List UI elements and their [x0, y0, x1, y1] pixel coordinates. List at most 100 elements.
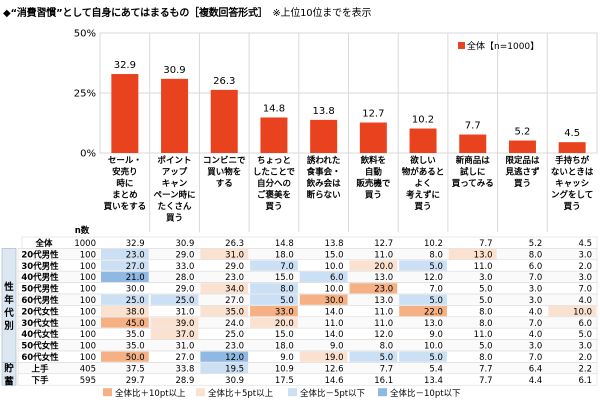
row-n: 1000: [74, 239, 96, 249]
cell-value: 13.0: [374, 296, 393, 306]
cell-value: 12.0: [424, 273, 443, 283]
cell-value: 15.0: [275, 330, 294, 340]
table-row: [21, 236, 598, 249]
cell-value: 33.0: [175, 262, 194, 272]
cell-value: 32.9: [126, 239, 145, 249]
category-label: 買う: [514, 178, 531, 189]
cell-value: 33.8: [175, 364, 194, 374]
legend-swatch: [458, 42, 465, 49]
bar: [558, 142, 586, 153]
cell-value: 4.5: [578, 239, 592, 249]
cell-value: 27.0: [126, 262, 145, 272]
highlight-cell: [101, 260, 149, 271]
cell-value: 5.0: [479, 285, 493, 295]
cell-value: 11.0: [474, 262, 493, 272]
cell-value: 12.0: [374, 330, 393, 340]
cell-value: 6.0: [529, 262, 543, 272]
row-n: 100: [80, 342, 96, 352]
row-label: 40代女性: [21, 329, 59, 340]
cell-value: 6.0: [330, 273, 344, 283]
row-group-label: 別: [3, 320, 14, 332]
category-label: よく: [415, 179, 432, 189]
highlight-cell: [101, 249, 149, 260]
category-label: ングをして: [551, 190, 593, 201]
title-format: ［複数回答形式］: [189, 8, 263, 19]
row-label: 20代男性: [21, 249, 59, 260]
cell-value: 3.0: [529, 296, 543, 306]
category-label: ペーン時に: [154, 190, 196, 201]
cell-value: 37.5: [126, 364, 145, 374]
row-label: 20代女性: [21, 306, 59, 317]
shade-legend-swatch: [378, 388, 387, 397]
cell-value: 5.0: [380, 353, 394, 363]
category-label: コンビニで: [203, 155, 246, 166]
category-label: アップ: [162, 167, 188, 178]
cell-value: 35.0: [126, 342, 145, 352]
bar-value-label: 32.9: [114, 60, 136, 71]
cell-value: 8.0: [479, 307, 493, 317]
cell-value: 19.0: [325, 353, 344, 363]
cell-value: 2.0: [578, 262, 592, 272]
bar-value-label: 14.8: [263, 103, 285, 114]
cell-value: 3.0: [578, 273, 592, 283]
category-label: 買う: [265, 201, 282, 212]
cell-value: 11.0: [374, 307, 393, 317]
cell-value: 10.0: [325, 285, 344, 295]
category-label: キャン: [162, 179, 188, 189]
category-label: 欲しい: [409, 155, 436, 166]
table-row: [17, 282, 598, 295]
y-tick-label: 0%: [80, 149, 96, 160]
shade-legend-swatch: [103, 388, 112, 397]
category-label: 買う: [365, 190, 382, 201]
row-label: 上手: [31, 363, 49, 374]
cell-value: 37.0: [175, 330, 194, 340]
cell-value: 24.0: [225, 319, 244, 329]
table-row: [17, 373, 598, 386]
highlight-cell: [101, 294, 149, 305]
highlight-cell: [200, 249, 249, 260]
shade-legend-label: 全体比＋5pt以上: [208, 388, 274, 399]
cell-value: 4.0: [529, 330, 543, 340]
cell-value: 9.0: [429, 330, 443, 340]
category-label: する: [216, 179, 233, 189]
highlight-cell: [548, 306, 596, 317]
legend-label: 全体【n=1000】: [467, 40, 539, 52]
highlight-cell: [150, 328, 199, 339]
cell-value: 12.6: [325, 364, 344, 374]
cell-value: 9.0: [330, 342, 344, 352]
cell-value: 23.0: [225, 342, 244, 352]
bar-value-label: 26.3: [213, 76, 235, 87]
shade-legend-label: 全体比＋10pt以上: [115, 388, 186, 399]
cell-value: 35.0: [225, 307, 244, 317]
cell-value: 5.0: [280, 296, 294, 306]
highlight-cell: [299, 351, 348, 362]
shade-legend-swatch: [288, 388, 297, 397]
cell-value: 30.9: [225, 376, 244, 386]
category-label: 飲み会は: [306, 178, 342, 189]
highlight-cell: [200, 351, 249, 362]
cell-value: 7.0: [280, 262, 294, 272]
shade-legend-label: 全体比－5pt以下: [300, 388, 366, 399]
category-label: 考えずに: [406, 190, 440, 201]
bar: [111, 74, 139, 153]
row-label: 30代男性: [21, 261, 59, 272]
cell-value: 29.7: [126, 376, 145, 386]
row-group-label: 蓄: [4, 375, 14, 387]
cell-value: 5.0: [429, 296, 443, 306]
cell-value: 30.0: [126, 285, 145, 295]
category-label: キャッシ: [555, 179, 589, 189]
row-n: 100: [80, 285, 96, 295]
row-label: 50代男性: [21, 284, 59, 295]
cell-value: 7.7: [479, 376, 493, 386]
cell-value: 5.0: [429, 353, 443, 363]
highlight-cell: [299, 294, 348, 305]
highlight-cell: [200, 306, 249, 317]
bar: [459, 134, 487, 153]
row-label: 60代男性: [21, 295, 59, 306]
cell-value: 27.0: [175, 353, 194, 363]
cell-value: 8.0: [529, 250, 543, 260]
category-label: 新商品は: [456, 155, 491, 166]
bar: [508, 140, 536, 153]
cell-value: 18.0: [275, 250, 294, 260]
cell-value: 5.0: [429, 262, 443, 272]
